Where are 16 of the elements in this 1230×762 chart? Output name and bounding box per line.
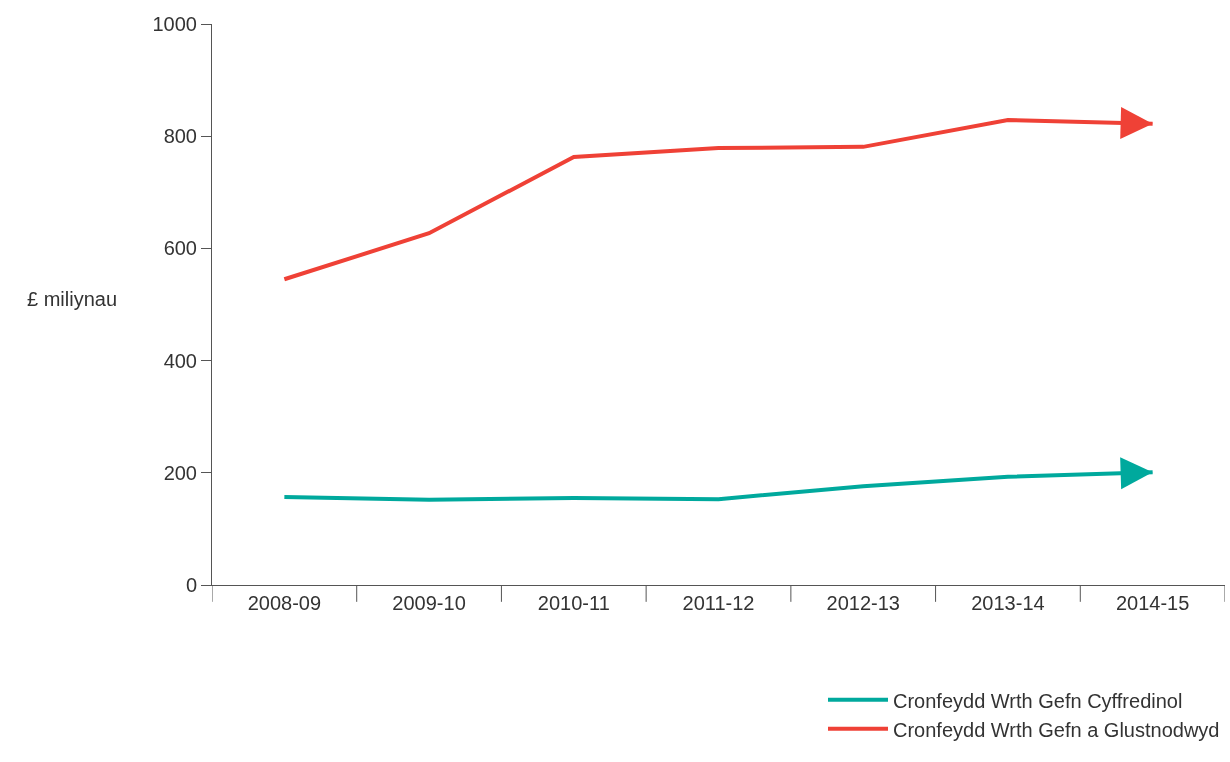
legend-label: Cronfeydd Wrth Gefn Cyffredinol	[893, 689, 1183, 712]
x-tick-label: 2009-10	[392, 592, 466, 614]
x-tick-label: 2014-15	[1115, 592, 1190, 614]
y-tick-label: 600	[163, 237, 197, 260]
x-tick-label: 2012-13	[826, 592, 900, 614]
y-tick-label: 200	[163, 461, 197, 484]
legend-label: Cronfeydd Wrth Gefn a Glustnodwyd	[893, 718, 1220, 741]
x-tick-label: 2013-14	[971, 592, 1045, 614]
y-tick-label: 1000	[152, 13, 197, 35]
x-tick-label: 2010-11	[537, 592, 610, 614]
y-tick-label: 0	[185, 574, 197, 596]
x-tick-label: 2011-12	[682, 592, 755, 614]
y-axis-title: £ miliynau	[27, 288, 118, 310]
y-tick-label: 400	[163, 349, 197, 372]
x-tick-label: 2008-09	[247, 592, 322, 614]
y-tick-label: 800	[163, 125, 197, 148]
